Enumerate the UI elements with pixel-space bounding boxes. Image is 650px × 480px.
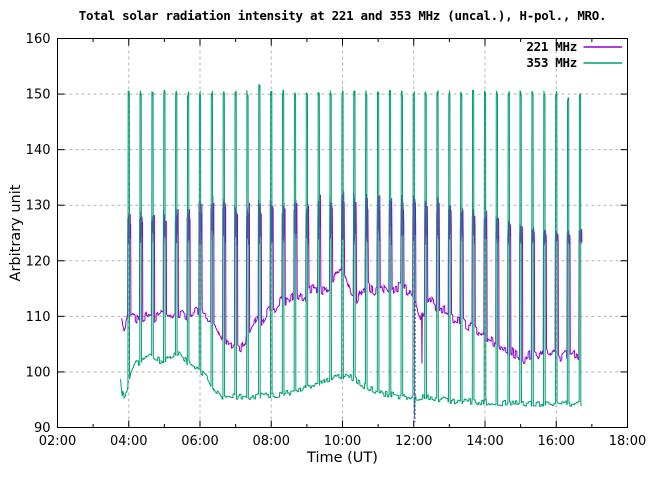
data-series xyxy=(120,84,583,422)
y-tick-label: 160 xyxy=(26,32,51,47)
y-axis-label: Arbitrary unit xyxy=(8,184,24,282)
x-tick-label: 12:00 xyxy=(395,434,432,449)
series-line-221-mhz xyxy=(121,191,583,365)
legend-label-353-mhz: 353 MHz xyxy=(526,55,577,70)
x-tick-label: 16:00 xyxy=(538,434,575,449)
x-tick-label: 02:00 xyxy=(39,434,76,449)
y-tick-label: 150 xyxy=(26,88,51,103)
x-tick-label: 08:00 xyxy=(253,434,290,449)
x-tick-label: 04:00 xyxy=(110,434,147,449)
x-tick-label: 18:00 xyxy=(609,434,646,449)
x-tick-label: 06:00 xyxy=(181,434,218,449)
y-tick-label: 120 xyxy=(26,254,51,269)
series-line-353-mhz xyxy=(120,84,582,407)
y-tick-label: 90 xyxy=(34,421,51,436)
x-axis-label: Time (UT) xyxy=(307,450,378,466)
y-tick-label: 100 xyxy=(26,365,51,380)
y-tick-label: 140 xyxy=(26,143,51,158)
y-tick-labels: 90 100 110 120 130 140 150 160 xyxy=(26,32,51,436)
x-tick-label: 10:00 xyxy=(324,434,361,449)
anomaly-downspike xyxy=(414,300,416,422)
chart-title: Total solar radiation intensity at 221 a… xyxy=(78,8,607,23)
x-tick-label: 14:00 xyxy=(466,434,503,449)
anomaly-downspike xyxy=(421,315,423,364)
y-tick-label: 130 xyxy=(26,199,51,214)
legend-label-221-mhz: 221 MHz xyxy=(526,39,577,54)
plot-frame xyxy=(57,38,628,428)
x-tick-labels: 02:00 04:00 06:00 08:00 10:00 12:00 14:00 16:00… xyxy=(39,434,646,449)
anomaly-downspike xyxy=(413,397,416,418)
y-tick-label: 110 xyxy=(26,310,51,325)
